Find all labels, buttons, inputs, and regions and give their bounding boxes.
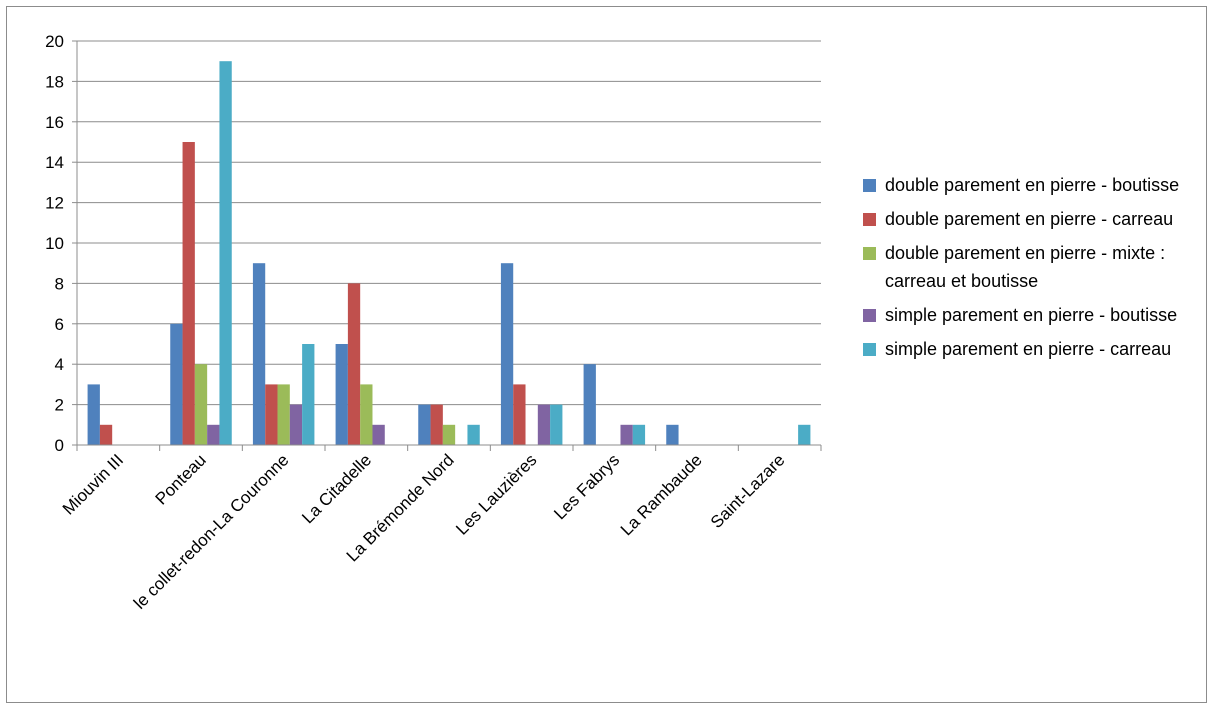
bar: [194, 364, 208, 445]
legend-label: simple parement en pierre - boutisse: [885, 305, 1178, 325]
bar: [372, 424, 385, 445]
legend-label: double parement en pierre - carreau: [885, 209, 1174, 229]
legend-label: simple parement en pierre - carreau: [885, 339, 1172, 359]
bar: [182, 142, 195, 445]
x-tick-label: Miouvin III: [59, 450, 127, 518]
bar: [467, 424, 480, 445]
bar: [219, 61, 232, 445]
axes: [72, 40, 822, 451]
x-tick-label: le collet-redon-La Couronne: [130, 450, 292, 612]
x-tick-label: Les Lauzières: [452, 450, 540, 538]
x-tick-label: Les Fabrys: [550, 450, 623, 523]
bar: [537, 404, 551, 445]
legend-entry: double parement en pierre - carreau: [863, 205, 1203, 233]
bar: [798, 424, 811, 445]
bar: [265, 384, 278, 445]
x-tick-label: Ponteau: [152, 450, 210, 508]
bar: [277, 384, 290, 445]
legend-swatch: [863, 179, 876, 192]
bar: [360, 384, 373, 445]
legend-swatch: [863, 213, 876, 226]
legend-entry: double parement en pierre - mixte : carr…: [863, 239, 1203, 295]
legend-label: double parement en pierre - boutisse: [885, 175, 1180, 195]
bar: [99, 424, 113, 445]
bar: [620, 424, 633, 445]
legend: double parement en pierre - boutisse doub…: [863, 171, 1203, 369]
y-tick-label: 4: [55, 355, 64, 374]
x-tick-label: Saint-Lazare: [707, 450, 789, 532]
bar: [550, 404, 563, 445]
bar: [170, 323, 183, 445]
y-tick-label: 14: [45, 153, 64, 172]
bar: [632, 424, 646, 445]
y-tick-label: 8: [55, 274, 64, 293]
bar: [347, 283, 361, 445]
bar: [335, 344, 348, 445]
y-tick-label: 10: [45, 234, 64, 253]
y-tick-label: 20: [45, 32, 64, 51]
y-tick-label: 12: [45, 194, 64, 213]
bar: [500, 263, 514, 445]
bars: [87, 61, 811, 445]
bar: [430, 404, 443, 445]
legend-entry: double parement en pierre - boutisse: [863, 171, 1203, 199]
legend-entry: simple parement en pierre - boutisse: [863, 301, 1203, 329]
x-tick-label: La Rambaude: [617, 450, 706, 539]
bar: [207, 424, 220, 445]
bar: [302, 344, 315, 445]
legend-swatch: [863, 309, 876, 322]
legend-swatch: [863, 343, 876, 356]
bar: [513, 384, 526, 445]
bar: [87, 384, 100, 445]
y-tick-label: 2: [55, 396, 64, 415]
x-tick-label: La Citadelle: [298, 450, 375, 527]
bar: [418, 404, 431, 445]
y-tick-label: 6: [55, 315, 64, 334]
bar: [442, 424, 456, 445]
bar: [289, 404, 303, 445]
bar: [583, 364, 596, 445]
legend-label: double parement en pierre - mixte : carr…: [885, 243, 1166, 291]
bar: [666, 424, 679, 445]
legend-entry: simple parement en pierre - carreau: [863, 335, 1203, 363]
legend-swatch: [863, 247, 876, 260]
y-tick-label: 16: [45, 113, 64, 132]
y-tick-label: 18: [45, 72, 64, 91]
y-tick-label: 0: [55, 436, 64, 455]
bar: [252, 263, 266, 445]
